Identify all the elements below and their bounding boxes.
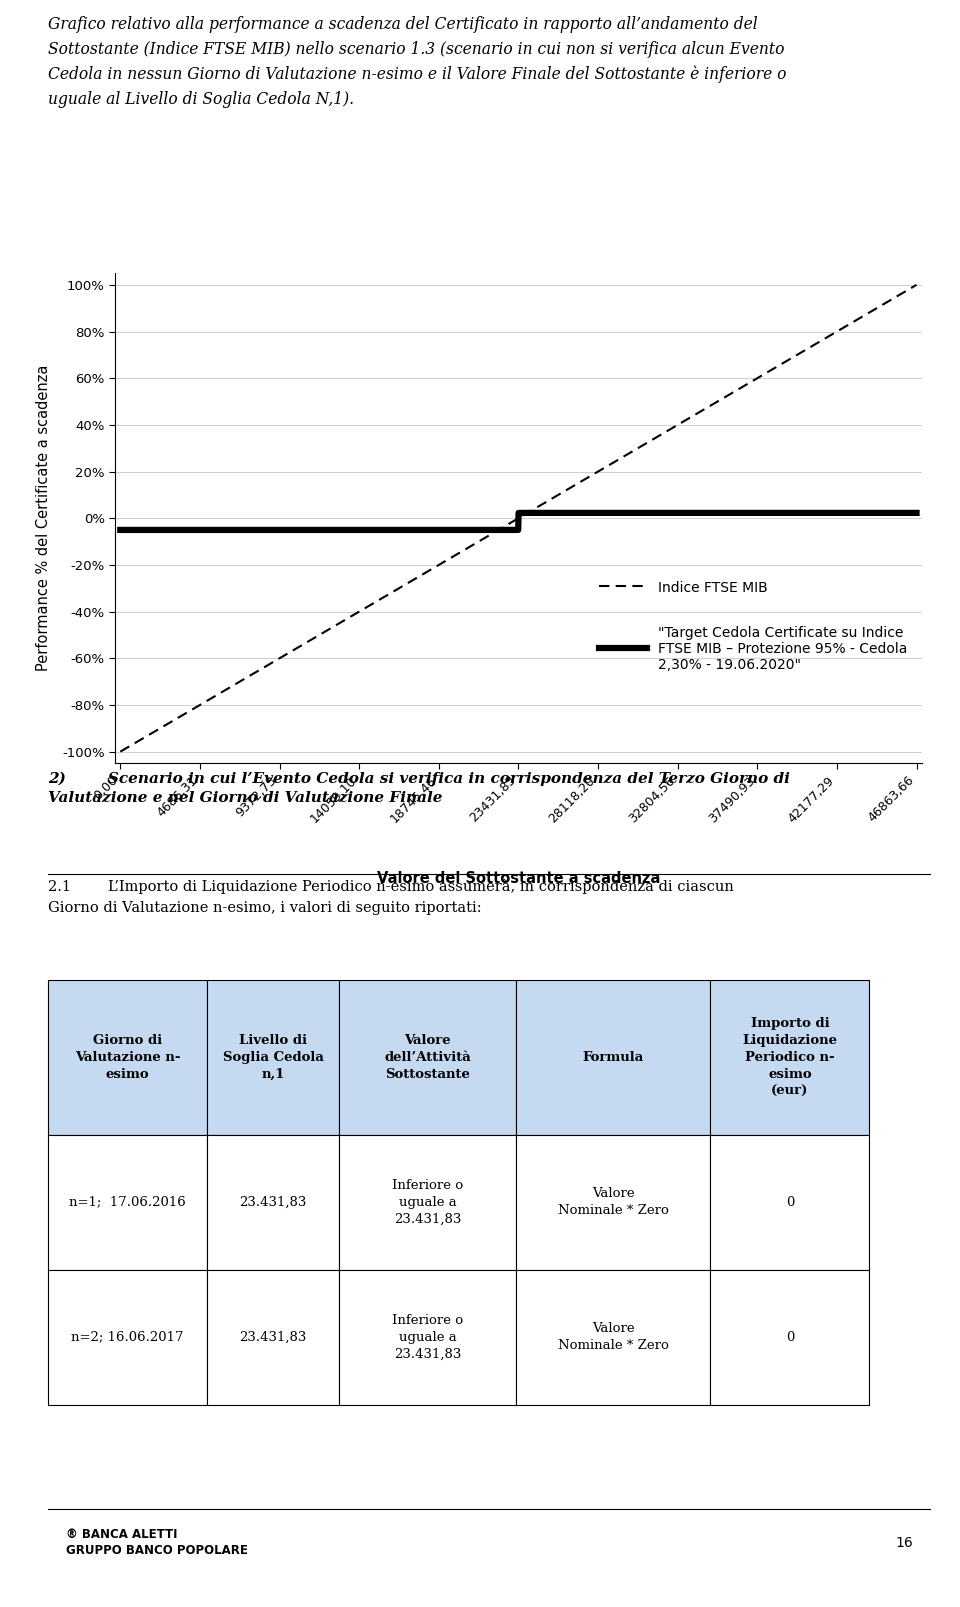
Y-axis label: Performance % del Certificate a scadenza: Performance % del Certificate a scadenza [36, 365, 51, 672]
Text: n=1;  17.06.2016: n=1; 17.06.2016 [69, 1196, 186, 1208]
Indice FTSE MIB [481, 527, 492, 546]
Text: 2.1        L’Importo di Liquidazione Periodico n-esimo assumerà, in corrisponden: 2.1 L’Importo di Liquidazione Periodico … [48, 879, 733, 914]
Bar [710, 1135, 870, 1270]
"Target Cedola Certificate su Indice
FTSE MIB – Protezione 95% - Cedola
2,30% - 19.06.2020" [911, 503, 923, 522]
Text: Valore del Sottostante a scadenza: Valore del Sottostante a scadenza [376, 871, 660, 885]
Text: Valore
dell’Attività
Sottostante: Valore dell’Attività Sottostante [384, 1033, 471, 1082]
Text: ® BANCA ALETTI
GRUPPO BANCO POPOLARE: ® BANCA ALETTI GRUPPO BANCO POPOLARE [65, 1528, 248, 1557]
Indice FTSE MIB [887, 289, 899, 309]
Bar [516, 1270, 710, 1405]
Bar [48, 1135, 207, 1270]
Bar [207, 1270, 340, 1405]
Text: 16: 16 [896, 1536, 914, 1549]
Bar [207, 1135, 340, 1270]
Bar [340, 1135, 516, 1270]
"Target Cedola Certificate su Indice
FTSE MIB – Protezione 95% - Cedola
2,30% - 19.06.2020" [888, 503, 900, 522]
Text: 2)        Scenario in cui l’Evento Cedola si verifica in corrispondenza del Terz: 2) Scenario in cui l’Evento Cedola si ve… [48, 771, 790, 805]
Bar [516, 1135, 710, 1270]
Bar [710, 980, 870, 1135]
Text: n=2; 16.06.2017: n=2; 16.06.2017 [71, 1331, 183, 1343]
Bar [48, 980, 207, 1135]
Bar [516, 980, 710, 1135]
"Target Cedola Certificate su Indice
FTSE MIB – Protezione 95% - Cedola
2,30% - 19.06.2020" [481, 521, 492, 540]
"Target Cedola Certificate su Indice
FTSE MIB – Protezione 95% - Cedola
2,30% - 19.06.2020" [114, 521, 126, 540]
"Target Cedola Certificate su Indice
FTSE MIB – Protezione 95% - Cedola
2,30% - 19.06.2020" [513, 503, 524, 522]
"Target Cedola Certificate su Indice
FTSE MIB – Protezione 95% - Cedola
2,30% - 19.06.2020" [502, 521, 514, 540]
Bar [207, 980, 340, 1135]
Indice FTSE MIB [741, 374, 753, 394]
"Target Cedola Certificate su Indice
FTSE MIB – Protezione 95% - Cedola
2,30% - 19.06.2020" [742, 503, 754, 522]
Bar [340, 1270, 516, 1405]
Text: 0: 0 [785, 1331, 794, 1343]
Text: 23.431,83: 23.431,83 [240, 1196, 307, 1208]
Indice FTSE MIB [156, 718, 167, 738]
Line: "Target Cedola Certificate su Indice
FTSE MIB – Protezione 95% - Cedola
2,30% - 19.06.2020": "Target Cedola Certificate su Indice FTS… [120, 513, 917, 530]
Text: Valore
Nominale * Zero: Valore Nominale * Zero [558, 1323, 669, 1351]
Text: Livello di
Soglia Cedola
n,1: Livello di Soglia Cedola n,1 [223, 1033, 324, 1082]
Text: Importo di
Liquidazione
Periodico n-
esimo
(eur): Importo di Liquidazione Periodico n- esi… [742, 1017, 837, 1098]
Legend: Indice FTSE MIB, "Target Cedola Certificate su Indice
FTSE MIB – Protezione 95% : Indice FTSE MIB, "Target Cedola Certific… [591, 574, 915, 678]
Text: Inferiore o
uguale a
23.431,83: Inferiore o uguale a 23.431,83 [393, 1313, 464, 1361]
Indice FTSE MIB [888, 289, 900, 309]
Indice FTSE MIB [114, 742, 126, 762]
Line: Indice FTSE MIB: Indice FTSE MIB [120, 284, 917, 752]
Bar [710, 1270, 870, 1405]
Text: 23.431,83: 23.431,83 [240, 1331, 307, 1343]
Bar [48, 1270, 207, 1405]
"Target Cedola Certificate su Indice
FTSE MIB – Protezione 95% - Cedola
2,30% - 19.06.2020" [888, 503, 900, 522]
Text: Valore
Nominale * Zero: Valore Nominale * Zero [558, 1188, 669, 1216]
Text: Grafico relativo alla performance a scadenza del Certificato in rapporto all’and: Grafico relativo alla performance a scad… [48, 16, 786, 108]
Text: Formula: Formula [583, 1051, 644, 1064]
Text: Inferiore o
uguale a
23.431,83: Inferiore o uguale a 23.431,83 [393, 1178, 464, 1226]
Bar [340, 980, 516, 1135]
"Target Cedola Certificate su Indice
FTSE MIB – Protezione 95% - Cedola
2,30% - 19.06.2020" [156, 521, 167, 540]
Indice FTSE MIB [502, 514, 514, 534]
Text: Giorno di
Valutazione n-
esimo: Giorno di Valutazione n- esimo [75, 1033, 180, 1082]
Indice FTSE MIB [911, 275, 923, 294]
Text: 0: 0 [785, 1196, 794, 1208]
